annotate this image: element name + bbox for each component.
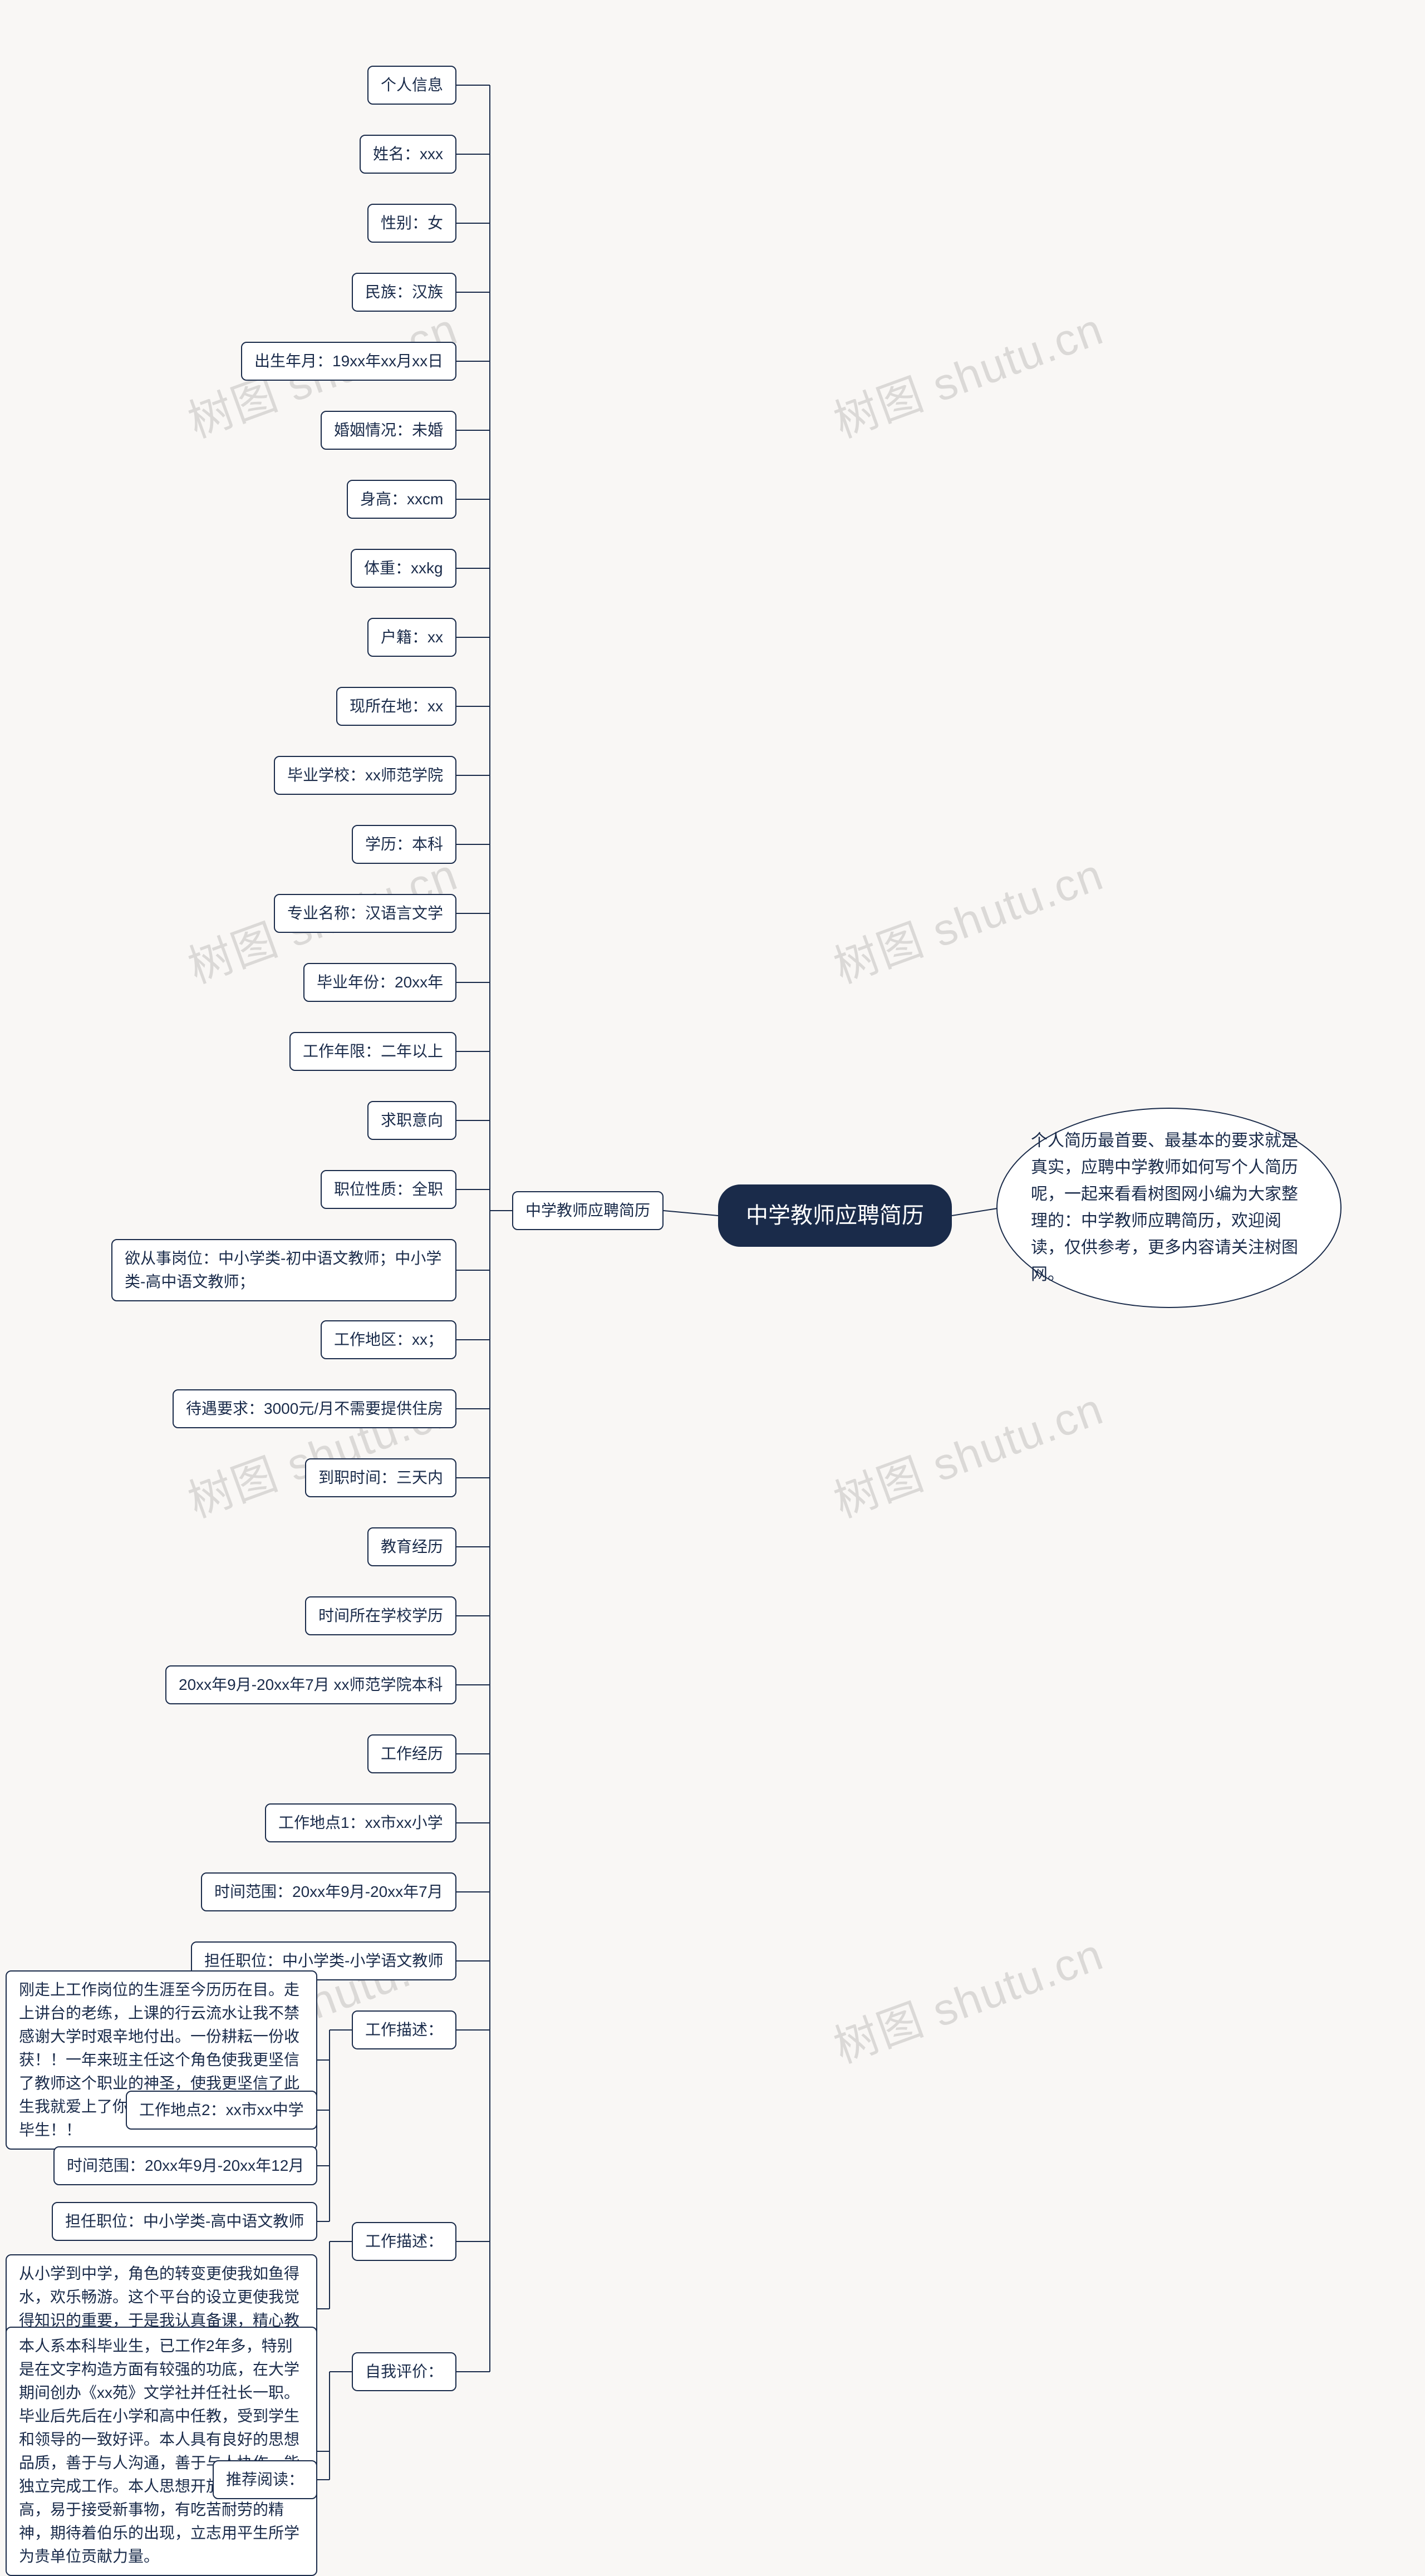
left-node[interactable]: 教育经历	[367, 1527, 456, 1566]
child-node[interactable]: 推荐阅读：	[213, 2460, 317, 2499]
left-node[interactable]: 出生年月：19xx年xx月xx日	[241, 342, 456, 381]
child-node[interactable]: 工作地点2：xx市xx中学	[126, 2091, 317, 2130]
left-node[interactable]: 性别：女	[367, 204, 456, 243]
left-node[interactable]: 学历：本科	[352, 825, 456, 864]
left-node[interactable]: 时间所在学校学历	[305, 1596, 456, 1635]
intro-oval: 个人简历最首要、最基本的要求就是真实，应聘中学教师如何写个人简历呢，一起来看看树…	[996, 1108, 1342, 1308]
left-node[interactable]: 姓名：xxx	[360, 135, 456, 174]
watermark: 树图 shutu.cn	[824, 293, 1111, 450]
left-node[interactable]: 专业名称：汉语言文学	[274, 894, 456, 933]
left-node[interactable]: 20xx年9月-20xx年7月 xx师范学院本科	[165, 1665, 456, 1704]
left-node[interactable]: 毕业年份：20xx年	[303, 963, 456, 1002]
left-node[interactable]: 欲从事岗位：中小学类-初中语文教师；中小学类-高中语文教师；	[111, 1239, 456, 1301]
left-node[interactable]: 到职时间：三天内	[305, 1458, 456, 1497]
left-node[interactable]: 体重：xxkg	[351, 549, 456, 588]
watermark: 树图 shutu.cn	[824, 1919, 1111, 2076]
left-branch-hub[interactable]: 中学教师应聘简历	[512, 1191, 664, 1230]
left-node[interactable]: 民族：汉族	[352, 273, 456, 312]
watermark: 树图 shutu.cn	[824, 839, 1111, 996]
left-node[interactable]: 时间范围：20xx年9月-20xx年7月	[201, 1872, 456, 1911]
left-node[interactable]: 工作描述：	[352, 2010, 456, 2049]
left-node[interactable]: 毕业学校：xx师范学院	[274, 756, 456, 795]
left-node[interactable]: 婚姻情况：未婚	[321, 411, 456, 450]
left-node[interactable]: 待遇要求：3000元/月不需要提供住房	[173, 1389, 456, 1428]
left-node[interactable]: 工作地点1：xx市xx小学	[265, 1803, 456, 1842]
left-node[interactable]: 户籍：xx	[367, 618, 456, 657]
left-node[interactable]: 个人信息	[367, 66, 456, 105]
left-node[interactable]: 工作描述：	[352, 2222, 456, 2261]
child-node[interactable]: 时间范围：20xx年9月-20xx年12月	[53, 2146, 317, 2185]
center-topic[interactable]: 中学教师应聘简历	[718, 1184, 952, 1247]
left-node[interactable]: 工作年限：二年以上	[289, 1032, 456, 1071]
child-node[interactable]: 本人系本科毕业生，已工作2年多，特别是在文字构造方面有较强的功底，在大学期间创办…	[6, 2327, 317, 2576]
left-node[interactable]: 身高：xxcm	[347, 480, 456, 519]
left-node[interactable]: 现所在地：xx	[336, 687, 456, 726]
intro-text: 个人简历最首要、最基本的要求就是真实，应聘中学教师如何写个人简历呢，一起来看看树…	[1031, 1128, 1307, 1288]
mindmap-canvas: 树图 shutu.cn 树图 shutu.cn 树图 shutu.cn 树图 shut…	[0, 0, 1425, 2487]
left-node[interactable]: 自我评价：	[352, 2352, 456, 2391]
child-node[interactable]: 担任职位：中小学类-高中语文教师	[52, 2202, 317, 2241]
left-node[interactable]: 工作地区：xx；	[321, 1320, 456, 1359]
left-node[interactable]: 工作经历	[367, 1734, 456, 1773]
watermark: 树图 shutu.cn	[824, 1373, 1111, 1530]
left-node[interactable]: 求职意向	[367, 1101, 456, 1140]
left-node[interactable]: 职位性质：全职	[321, 1170, 456, 1209]
